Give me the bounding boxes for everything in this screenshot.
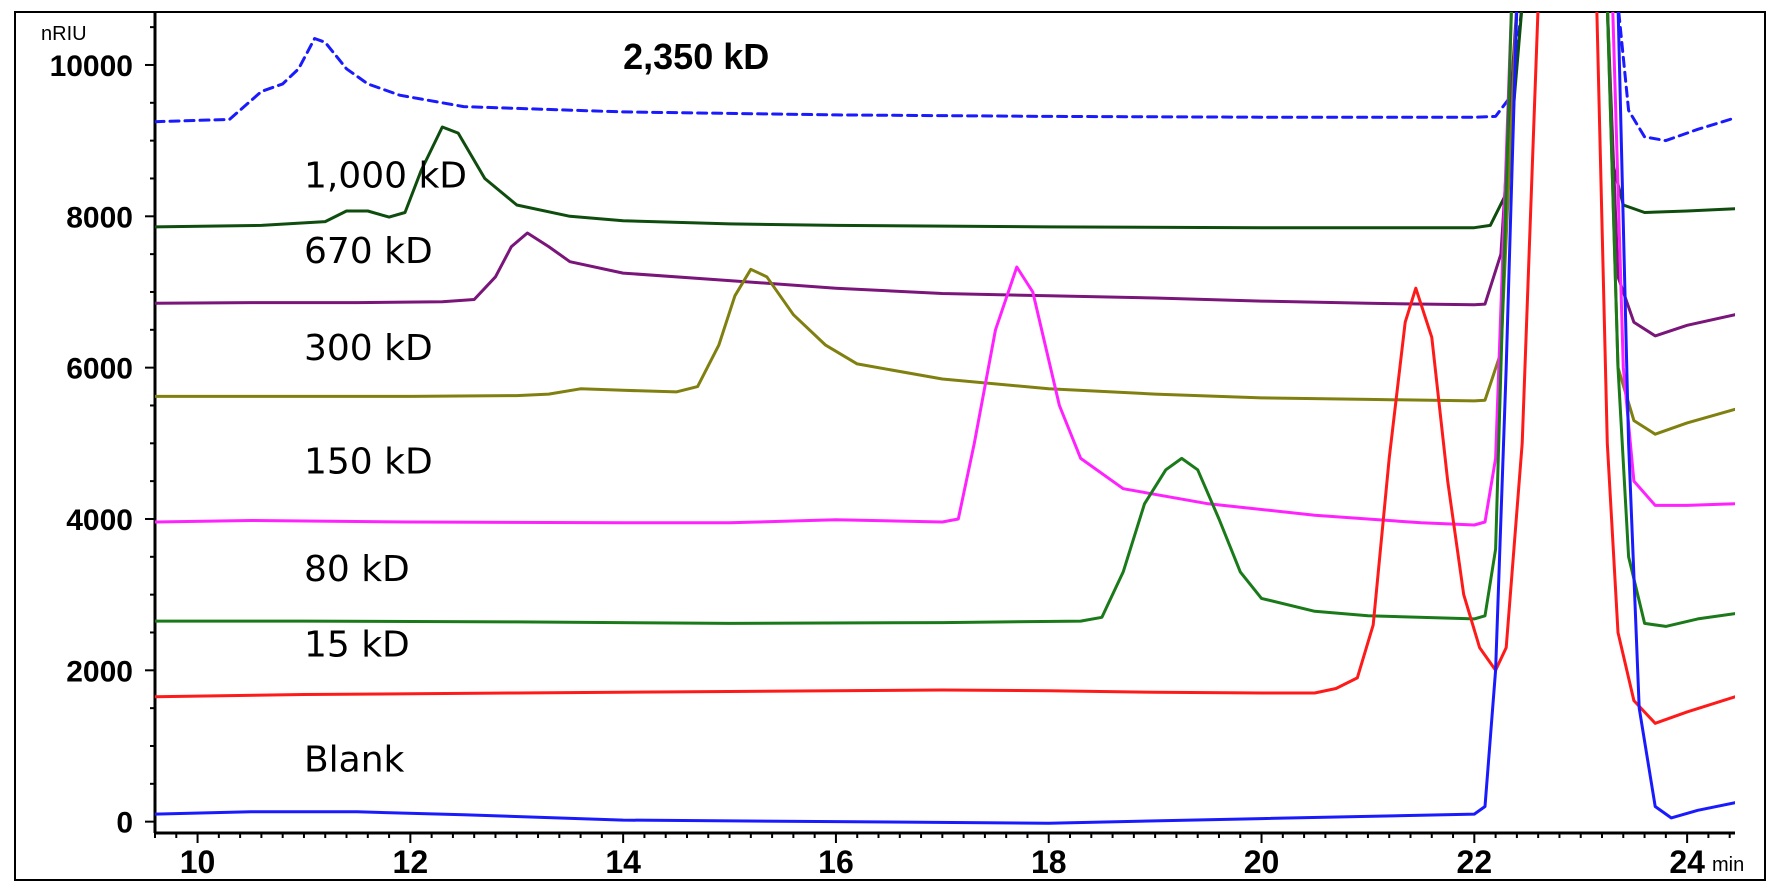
series-label: Blank <box>304 740 405 781</box>
series-group <box>155 12 1735 825</box>
series-label: 150 kD <box>304 442 433 483</box>
y-tick-label: 10000 <box>50 50 133 83</box>
series-line-300-kd <box>155 12 1735 436</box>
series-label: 1,000 kD <box>304 156 467 197</box>
y-tick-label: 8000 <box>66 201 133 234</box>
series-line-2-350-kd <box>155 12 1735 143</box>
y-tick-label: 2000 <box>66 655 133 688</box>
x-tick-label: 18 <box>1031 844 1067 880</box>
x-tick-label: 16 <box>818 844 854 880</box>
x-tick-label: 10 <box>180 844 216 880</box>
series-label: 300 kD <box>304 328 433 369</box>
y-tick-label: 4000 <box>66 504 133 537</box>
series-label: 670 kD <box>304 231 433 272</box>
series-line-blank <box>155 12 1735 825</box>
y-axis-unit-label: nRIU <box>41 23 87 45</box>
x-axis-unit-label: min <box>1712 854 1744 876</box>
y-tick-label: 6000 <box>66 353 133 386</box>
series-line-80-kd <box>155 12 1735 628</box>
x-tick-label: 24 <box>1669 844 1705 880</box>
outer-border <box>14 11 1766 881</box>
series-label: 2,350 kD <box>623 36 769 77</box>
x-tick-label: 20 <box>1244 844 1280 880</box>
y-tick-label: 0 <box>116 807 133 840</box>
series-label: 15 kD <box>304 625 410 666</box>
plot-frame <box>14 11 1766 881</box>
series-labels: 2,350 kD 1,000 kD 670 kD 300 kD 150 kD 80 kD 1… <box>304 36 769 781</box>
x-tick-label: 22 <box>1457 844 1493 880</box>
series-label: 80 kD <box>304 549 410 590</box>
series-line-150-kd <box>155 12 1735 527</box>
series-line-15-kd <box>155 12 1735 725</box>
x-tick-label: 12 <box>393 844 429 880</box>
axes: 0 2000 4000 6000 8000 10000 10 12 14 16 18 20 22 24 <box>50 12 1735 880</box>
x-tick-label: 14 <box>605 844 641 880</box>
